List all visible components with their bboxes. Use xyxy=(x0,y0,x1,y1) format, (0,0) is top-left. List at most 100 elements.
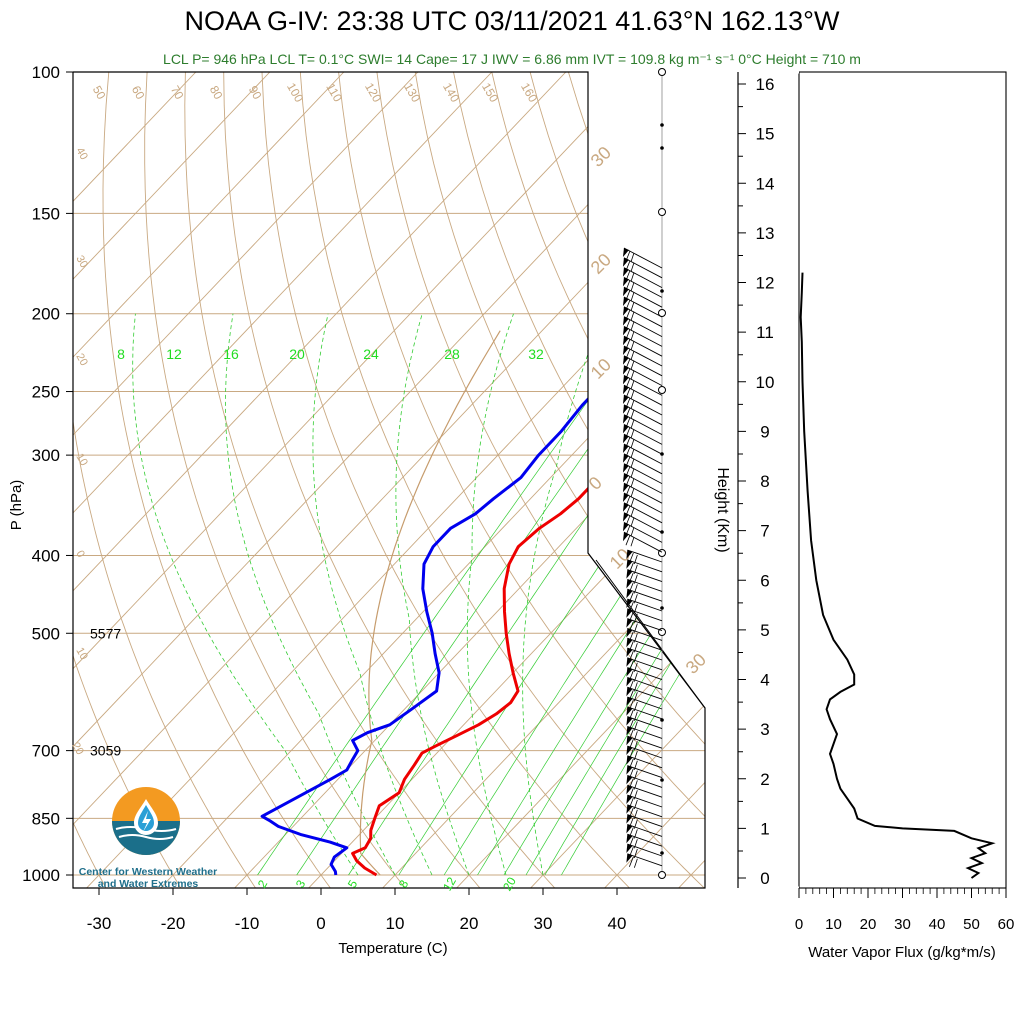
dry-adiabat xyxy=(73,72,184,888)
dry-adiabat-label: 60 xyxy=(129,83,148,102)
height-tick-label: 5 xyxy=(760,621,769,640)
wind-barb xyxy=(622,296,663,318)
y-tick-label: 400 xyxy=(32,546,60,565)
logo-icon xyxy=(112,787,180,855)
height-marker xyxy=(658,871,666,879)
wind-barb xyxy=(626,725,663,741)
mixing-ratio-label: 20 xyxy=(289,346,305,362)
wind-barb xyxy=(622,277,663,298)
level-dot xyxy=(660,851,664,855)
isotherm-label-left: 20 xyxy=(73,352,90,369)
level-dot xyxy=(660,123,664,127)
x-tick-label: -10 xyxy=(235,914,260,933)
wind-barb xyxy=(622,345,663,367)
isotherm-label: 30 xyxy=(587,143,615,171)
wind-barb xyxy=(622,512,663,533)
cw3e-logo xyxy=(110,785,182,857)
dry-adiabat xyxy=(491,72,705,888)
height-tick-label: 16 xyxy=(756,75,775,94)
dry-adiabat xyxy=(875,72,1024,892)
isotherm-label: 10 xyxy=(587,355,615,383)
dry-adiabat xyxy=(73,72,109,888)
wind-barb xyxy=(622,355,663,377)
wind-barb xyxy=(626,814,663,829)
y-tick-label: 100 xyxy=(32,63,60,82)
mixing-ratio-label: 16 xyxy=(223,346,239,362)
height-tick-label: 6 xyxy=(760,571,769,590)
dry-adiabat xyxy=(299,72,705,888)
dry-adiabat xyxy=(376,72,705,888)
y-tick-label: 850 xyxy=(32,809,60,828)
x-tick-label: -20 xyxy=(161,914,186,933)
dry-adiabat xyxy=(184,72,484,888)
height-tick-label: 11 xyxy=(756,323,774,342)
flux-tick-label: 50 xyxy=(963,916,980,933)
isotherm-line xyxy=(749,72,1024,892)
isotherm-line xyxy=(73,72,705,888)
height-tick-label: 2 xyxy=(760,770,769,789)
isotherm-line xyxy=(73,72,345,888)
wind-barb xyxy=(622,326,663,347)
isotherm-label-left: 40 xyxy=(73,146,90,163)
wind-panel-edge xyxy=(595,559,706,709)
height-tick-label: 10 xyxy=(756,373,775,392)
isotherm-line xyxy=(73,72,271,888)
height-tick-label: 9 xyxy=(760,422,769,441)
mixing-ratio-label-bottom: 20 xyxy=(500,874,519,893)
height-tick-label: 7 xyxy=(760,522,769,541)
mixing-ratio-label: 32 xyxy=(528,346,544,362)
isotherm-line xyxy=(73,72,567,888)
level-dot xyxy=(660,530,664,534)
height-tick-label: 0 xyxy=(760,869,769,888)
moist-adiabat xyxy=(522,313,604,876)
height-tick-label: 3 xyxy=(760,720,769,739)
y-tick-label: 500 xyxy=(32,624,60,643)
height-label: 3059 xyxy=(90,743,121,759)
dry-adiabat-label: 90 xyxy=(246,83,265,102)
wind-barb xyxy=(622,394,663,416)
wind-barb xyxy=(622,306,663,328)
wind-barb xyxy=(622,433,663,455)
mixing-ratio-label: 12 xyxy=(166,346,182,362)
x-tick-label: 40 xyxy=(608,914,627,933)
parcel-path xyxy=(359,330,501,876)
mixing-ratio-line xyxy=(398,362,705,876)
dry-adiabat xyxy=(453,72,705,888)
height-marker xyxy=(658,386,666,394)
level-dot xyxy=(660,778,664,782)
dry-adiabat-label: 160 xyxy=(518,80,540,105)
dry-adiabat xyxy=(606,72,705,888)
mixing-ratio-line xyxy=(443,362,705,876)
isotherm-label: 10 xyxy=(606,545,634,573)
isotherm-line xyxy=(452,72,705,888)
x-tick-label: 30 xyxy=(534,914,553,933)
wind-barb xyxy=(622,482,663,504)
isotherm-label-left: 0 xyxy=(73,549,86,560)
wind-barb xyxy=(622,375,663,396)
isotherm-line xyxy=(600,72,705,888)
wind-barb xyxy=(626,696,663,712)
chart-title: NOAA G-IV: 23:38 UTC 03/11/2021 41.63°N … xyxy=(184,6,840,36)
level-dot xyxy=(660,289,664,293)
level-dot xyxy=(660,146,664,150)
isotherm-line xyxy=(526,72,705,888)
level-dot xyxy=(660,606,664,610)
moist-adiabat xyxy=(395,313,470,876)
dry-adiabat xyxy=(223,72,559,888)
wind-barb xyxy=(622,453,663,475)
height-tick-label: 1 xyxy=(760,819,769,838)
wind-barb xyxy=(622,522,663,543)
isotherm-line xyxy=(73,72,197,888)
dry-adiabat xyxy=(682,72,705,888)
mixing-ratio-line xyxy=(561,362,705,876)
isotherm-line xyxy=(73,72,493,888)
chart-subtitle: LCL P= 946 hPa LCL T= 0.1°C SWI= 14 Cape… xyxy=(163,51,861,67)
height-tick-label: 14 xyxy=(756,174,775,193)
wind-barb xyxy=(622,463,663,484)
wind-barb xyxy=(622,257,663,279)
isotherm-label: 20 xyxy=(587,250,615,278)
isotherm-line xyxy=(73,72,641,888)
mixing-ratio-label: 24 xyxy=(363,346,379,362)
wind-barb xyxy=(626,588,663,604)
dry-adiabat-label: 80 xyxy=(207,83,226,102)
